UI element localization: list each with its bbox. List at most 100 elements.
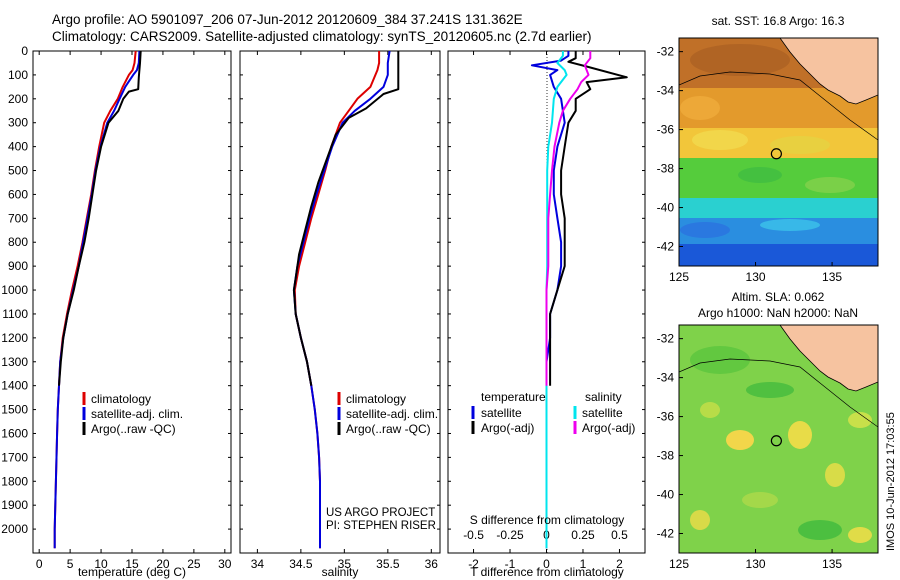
- sla-coastline: [779, 325, 878, 392]
- temperature-axis-label: temperature (deg C): [78, 565, 186, 579]
- temperature-legend: climatology satellite-adj. clim. Argo(..…: [82, 392, 183, 436]
- lat-tick-label: -38: [657, 162, 675, 176]
- header-line2: Climatology: CARS2009. Satellite-adjuste…: [52, 29, 592, 44]
- lon-tick-label: 130: [746, 557, 766, 571]
- legend-label-climatology: climatology: [91, 392, 151, 406]
- argo-float-marker: [770, 148, 782, 160]
- series-line-argo-raw-qc: [292, 51, 400, 386]
- x-tick-label: 10: [94, 557, 108, 571]
- salinity-axis: 34 34.5 35 35.5 36: [251, 51, 439, 571]
- difference-panel: -2 -1 0 1 2 -0.5 -0.25 0 0.25 0.5 S difference f…: [447, 50, 646, 579]
- temperature-lines: [53, 50, 142, 549]
- sst-map: sat. SST: 16.8 Argo: 16.3 125 130 135 -32: [657, 14, 879, 284]
- x-tick-label: 0: [36, 557, 43, 571]
- difference-legend: temperature salinity satellite Argo(-adj…: [471, 390, 635, 435]
- lat-tick-label: -40: [657, 488, 675, 502]
- salinity-axis-label: salinity: [322, 565, 359, 579]
- s-tick-label: 0.25: [571, 528, 595, 542]
- x-tick-label: 34.5: [289, 557, 313, 571]
- salinity-panel: 34 34.5 35 35.5 36 salinity climatology sate…: [239, 50, 441, 579]
- legend-group-salinity: salinity: [585, 390, 622, 404]
- legend-label-satellite-adj: satellite-adj. clim.: [91, 407, 183, 421]
- depth-tick-label: 0: [21, 44, 28, 58]
- legend-label-argo: Argo(..raw -QC): [346, 422, 431, 436]
- legend-label-satellite-adj: satellite-adj. clim.: [346, 407, 438, 421]
- legend-group-temperature: temperature: [481, 390, 546, 404]
- depth-tick-label: 500: [8, 164, 28, 178]
- difference-depth-ticks: [448, 50, 645, 530]
- depth-tick-label: 700: [8, 211, 28, 225]
- depth-axis: 0 100 200 300 400 500 600 700 800 900 1000 1100 1200…: [1, 44, 231, 536]
- sla-map: Altim. SLA: 0.062 Argo h1000: NaN h2000:…: [657, 290, 879, 571]
- lat-tick-label: -40: [657, 201, 675, 215]
- depth-tick-label: 1400: [1, 379, 28, 393]
- series-line-argo-adj: [549, 51, 628, 386]
- lon-tick-label: 135: [822, 270, 842, 284]
- legend-label-argo: Argo(..raw -QC): [91, 422, 176, 436]
- lon-tick-label: 125: [669, 557, 689, 571]
- lon-tick-label: 135: [822, 557, 842, 571]
- sla-map-title-1: Altim. SLA: 0.062: [732, 290, 825, 304]
- legend-label-t-satellite: satellite: [481, 406, 522, 420]
- depth-tick-label: 300: [8, 116, 28, 130]
- depth-tick-label: 1600: [1, 426, 28, 440]
- x-tick-label: 34: [251, 557, 265, 571]
- sla-map-title-2: Argo h1000: NaN h2000: NaN: [698, 306, 858, 320]
- series-line-satellite: [545, 51, 568, 549]
- s-tick-label: 0.5: [611, 528, 628, 542]
- sla-map-frame: [678, 324, 879, 554]
- s-difference-axis-label: S difference from climatology: [470, 513, 625, 527]
- depth-tick-label: 1000: [1, 283, 28, 297]
- header-line1: Argo profile: AO 5901097_206 07-Jun-2012…: [52, 12, 523, 27]
- x-tick-label: 36: [425, 557, 439, 571]
- depth-tick-label: 100: [8, 68, 28, 82]
- x-tick-label: 2: [616, 557, 623, 571]
- depth-tick-label: 900: [8, 259, 28, 273]
- sst-longitude-axis: 125 130 135: [669, 262, 842, 284]
- lon-tick-label: 125: [669, 270, 689, 284]
- salinity-lines: [292, 50, 400, 549]
- t-difference-axis-label: T difference from climatology: [470, 565, 624, 579]
- legend-label-s-argo: Argo(-adj): [582, 421, 635, 435]
- depth-tick-label: 800: [8, 235, 28, 249]
- temperature-panel: 0100200300400500600700800900100011001200…: [1, 44, 232, 579]
- legend-label-climatology: climatology: [346, 392, 406, 406]
- sla-isobath: [679, 358, 878, 428]
- sla-longitude-axis: 125 130 135: [669, 549, 842, 571]
- salinity-depth-ticks: [240, 50, 440, 530]
- lat-tick-label: -36: [657, 123, 675, 137]
- timestamp: IMOS 10-Jun-2012 17:03:55: [885, 412, 897, 551]
- series-line-argo-raw-qc: [58, 50, 142, 386]
- depth-tick-label: 1200: [1, 331, 28, 345]
- depth-tick-label: 600: [8, 187, 28, 201]
- temperature-axis: 0 5 10 15 20 25 30: [36, 51, 232, 571]
- depth-tick-label: 1900: [1, 498, 28, 512]
- x-tick-label: 15: [125, 557, 139, 571]
- sst-land: [780, 38, 878, 104]
- sst-coastline: [779, 38, 878, 105]
- depth-tick-label: 1300: [1, 355, 28, 369]
- sst-map-title: sat. SST: 16.8 Argo: 16.3: [712, 14, 845, 28]
- lat-tick-label: -34: [657, 84, 675, 98]
- difference-lines: [530, 51, 628, 549]
- project-annotation: US ARGO PROJECT: [326, 507, 435, 519]
- s-tick-label: -0.5: [463, 528, 484, 542]
- lat-tick-label: -36: [657, 410, 675, 424]
- x-tick-label: 30: [218, 557, 232, 571]
- sst-latitude-axis: -32 -34 -36 -38 -40 -42: [657, 45, 683, 254]
- x-tick-label: 5: [67, 557, 74, 571]
- depth-tick-label: 2000: [1, 522, 28, 536]
- depth-tick-label: 400: [8, 140, 28, 154]
- series-line-argo-adj: [545, 51, 592, 386]
- x-tick-label: 0: [543, 557, 550, 571]
- depth-tick-label: 200: [8, 92, 28, 106]
- lat-tick-label: -34: [657, 371, 675, 385]
- depth-tick-label: 1100: [2, 307, 28, 321]
- s-tick-label: -0.25: [496, 528, 524, 542]
- legend-label-t-argo: Argo(-adj): [481, 421, 534, 435]
- lat-tick-label: -42: [657, 240, 675, 254]
- sla-land: [780, 325, 878, 391]
- lon-tick-label: 130: [746, 270, 766, 284]
- sst-isobath: [679, 71, 878, 141]
